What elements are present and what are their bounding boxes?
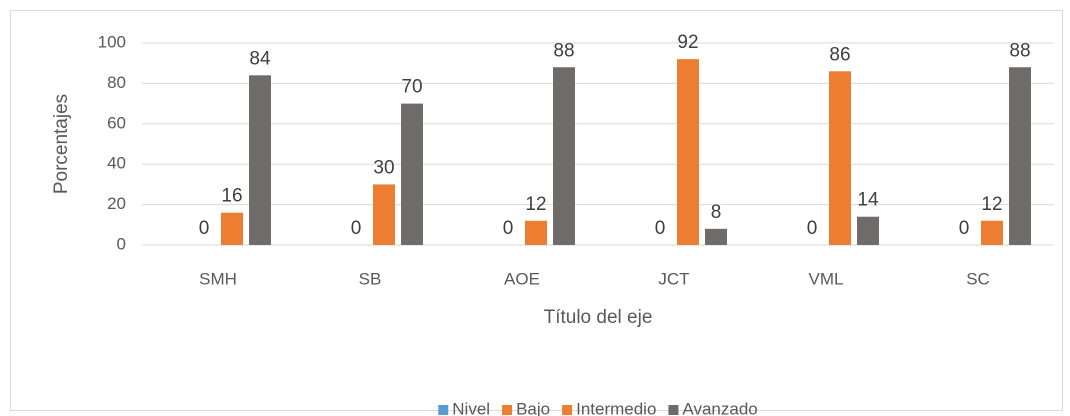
x-tick-label: AOE — [504, 269, 540, 288]
bar — [401, 103, 423, 245]
bar — [677, 59, 699, 245]
data-label: 70 — [401, 77, 422, 98]
data-label: 0 — [199, 218, 210, 239]
data-label: 12 — [525, 194, 546, 215]
x-tick-label: SB — [359, 269, 382, 288]
y-tick-label: 0 — [117, 234, 126, 253]
bar — [857, 216, 879, 245]
y-axis-label: Porcentajes — [51, 94, 72, 194]
x-tick-label: SC — [966, 269, 990, 288]
bar — [221, 212, 243, 245]
data-label: 8 — [711, 202, 722, 223]
bar — [525, 220, 547, 245]
legend-swatch — [668, 405, 679, 415]
data-label: 16 — [221, 186, 242, 207]
x-tick-label: VML — [809, 269, 844, 288]
data-label: 84 — [249, 48, 271, 69]
y-tick-label: 20 — [107, 194, 126, 213]
legend-swatch — [502, 405, 513, 415]
bar — [1009, 67, 1031, 246]
bar — [249, 75, 271, 245]
data-label: 0 — [959, 218, 970, 239]
x-tick-label: JCT — [658, 269, 689, 288]
data-label: 0 — [655, 218, 666, 239]
y-tick-label: 40 — [107, 154, 126, 173]
data-label: 0 — [503, 218, 514, 239]
y-tick-label: 100 — [98, 32, 126, 51]
legend-label: Bajo — [516, 399, 550, 416]
data-label: 86 — [829, 44, 850, 65]
y-tick-label: 60 — [107, 113, 126, 132]
bar — [373, 184, 395, 245]
chart-frame — [10, 10, 1063, 411]
legend-label: Nivel — [452, 399, 490, 416]
data-label: 12 — [981, 194, 1002, 215]
legend-swatch — [562, 405, 573, 415]
bar — [981, 220, 1003, 245]
bar — [829, 71, 851, 245]
data-label: 0 — [351, 218, 362, 239]
x-axis-label: Título del eje — [544, 307, 653, 328]
data-label: 0 — [807, 218, 818, 239]
bar — [705, 228, 727, 245]
data-label: 30 — [373, 157, 394, 178]
data-label: 88 — [1009, 40, 1030, 61]
data-label: 14 — [857, 190, 879, 211]
data-label: 92 — [677, 32, 698, 53]
bar — [553, 67, 575, 246]
legend-label: Avanzado — [682, 399, 757, 416]
x-tick-label: SMH — [199, 269, 237, 288]
legend-label: Intermedio — [576, 399, 656, 416]
y-tick-label: 80 — [107, 73, 126, 92]
legend-swatch — [438, 405, 449, 415]
data-label: 88 — [553, 40, 574, 61]
